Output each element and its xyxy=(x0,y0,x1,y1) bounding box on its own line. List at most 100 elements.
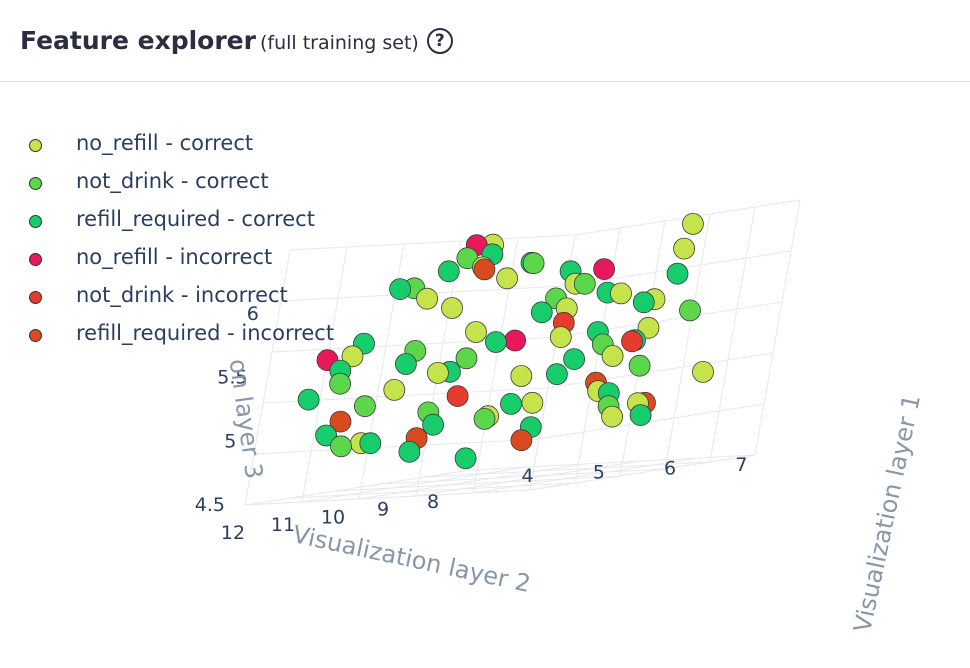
data-point[interactable] xyxy=(610,282,632,305)
data-point[interactable] xyxy=(549,326,572,349)
data-point[interactable] xyxy=(510,429,533,452)
data-point[interactable] xyxy=(454,447,477,470)
grid-line xyxy=(709,206,756,463)
data-point[interactable] xyxy=(359,432,382,455)
x-tick-label: 6 xyxy=(664,458,676,480)
data-point[interactable] xyxy=(473,258,496,281)
grid-line xyxy=(754,199,801,456)
y-tick-label: 11 xyxy=(271,514,295,536)
y-tick-label: 8 xyxy=(427,491,439,513)
data-point[interactable] xyxy=(422,413,445,436)
z-tick-label: 4.5 xyxy=(195,494,225,516)
data-point[interactable] xyxy=(692,360,714,383)
data-point[interactable] xyxy=(593,258,615,281)
data-point[interactable] xyxy=(510,365,533,387)
data-point[interactable] xyxy=(446,385,469,408)
grid-line xyxy=(289,482,576,499)
panel-header: Feature explorer (full training set)? xyxy=(0,0,970,82)
data-point[interactable] xyxy=(522,252,545,275)
legend-label: refill_required - incorrect xyxy=(76,321,335,345)
data-point[interactable] xyxy=(394,353,417,375)
grid-line xyxy=(472,457,699,494)
data-point[interactable] xyxy=(437,260,460,283)
question-circle-icon[interactable]: ? xyxy=(426,28,453,54)
data-point[interactable] xyxy=(679,299,701,322)
x-tick-label: 4 xyxy=(522,465,534,487)
page-subtitle: (full training set) xyxy=(259,32,419,54)
data-point[interactable] xyxy=(500,392,522,415)
data-point[interactable] xyxy=(504,329,526,352)
data-point[interactable] xyxy=(330,435,352,458)
data-point[interactable] xyxy=(546,363,568,386)
data-point[interactable] xyxy=(629,404,652,427)
data-point[interactable] xyxy=(601,345,624,367)
data-point[interactable] xyxy=(426,361,449,384)
legend-label: not_drink - incorrect xyxy=(76,283,288,307)
plot-points xyxy=(297,212,714,470)
data-point[interactable] xyxy=(666,262,689,285)
data-point[interactable] xyxy=(353,395,376,418)
data-point[interactable] xyxy=(601,405,623,428)
data-point[interactable] xyxy=(315,424,338,447)
data-point[interactable] xyxy=(329,372,352,395)
grid-line xyxy=(301,246,348,503)
axis-ticks: 4 5 6 7 8 9 10 11 12 4.5 5 5.5 6 xyxy=(195,303,748,544)
data-point[interactable] xyxy=(465,321,487,343)
legend-label: no_refill - incorrect xyxy=(76,245,273,269)
data-point[interactable] xyxy=(673,237,695,260)
data-point[interactable] xyxy=(621,330,643,353)
data-point[interactable] xyxy=(496,267,519,290)
x-tick-label: 5 xyxy=(593,461,605,483)
z-axis-title: on layer 3 xyxy=(224,357,269,480)
data-point[interactable] xyxy=(341,345,364,368)
data-point[interactable] xyxy=(473,407,496,430)
data-point[interactable] xyxy=(416,287,439,310)
data-point[interactable] xyxy=(573,272,596,295)
x-axis-title: Visualization layer 1 xyxy=(848,392,926,635)
data-point[interactable] xyxy=(637,316,660,339)
legend-label: not_drink - correct xyxy=(76,169,269,193)
grid-line xyxy=(289,234,576,251)
data-point[interactable] xyxy=(521,391,544,414)
data-point[interactable] xyxy=(530,301,553,324)
legend-swatch xyxy=(29,329,42,342)
y-tick-label: 10 xyxy=(321,506,345,528)
grid-line xyxy=(424,461,711,478)
grid-line xyxy=(244,489,531,506)
data-point[interactable] xyxy=(632,291,655,314)
grid-line xyxy=(664,213,711,470)
legend-swatch xyxy=(29,177,42,190)
legend-label: refill_required - correct xyxy=(76,207,315,231)
grid-line xyxy=(244,469,471,506)
grid-line xyxy=(301,466,528,503)
y-axis-title: Visualization layer 2 xyxy=(290,520,533,598)
data-point[interactable] xyxy=(297,388,320,411)
y-tick-label: 9 xyxy=(377,499,389,521)
z-tick-label: 6 xyxy=(247,303,259,325)
legend-label: no_refill - correct xyxy=(76,131,254,155)
data-point[interactable] xyxy=(329,410,352,433)
data-point[interactable] xyxy=(682,212,704,235)
grid-line xyxy=(469,454,756,471)
data-point[interactable] xyxy=(563,348,585,371)
grid-line xyxy=(529,454,756,491)
z-tick-label: 5.5 xyxy=(217,367,247,389)
grid-line xyxy=(358,463,585,500)
legend-swatch xyxy=(29,291,42,304)
data-point[interactable] xyxy=(484,331,507,353)
z-tick-label: 5 xyxy=(224,430,236,452)
title-text: Feature explorer xyxy=(20,26,256,55)
data-point[interactable] xyxy=(455,347,478,370)
data-point[interactable] xyxy=(628,354,651,377)
data-point[interactable] xyxy=(398,440,421,463)
data-point[interactable] xyxy=(383,378,406,401)
grid-line xyxy=(253,438,540,455)
x-tick-label: 7 xyxy=(735,454,747,476)
legend-swatch xyxy=(29,215,42,228)
grid-line xyxy=(619,220,666,477)
legend-swatch xyxy=(29,139,42,152)
data-point[interactable] xyxy=(389,278,412,301)
data-point[interactable] xyxy=(441,297,463,319)
y-tick-label: 12 xyxy=(221,522,245,544)
